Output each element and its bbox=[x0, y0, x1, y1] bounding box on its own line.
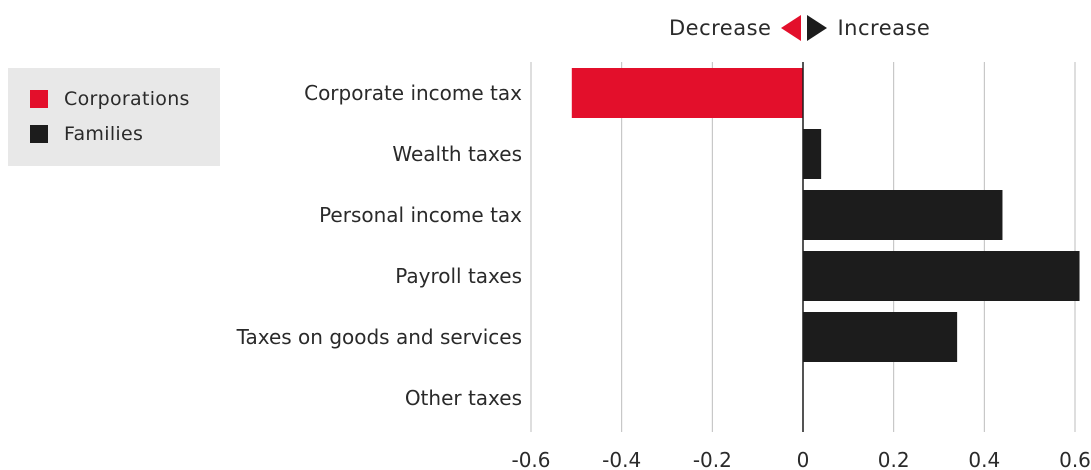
x-tick-label: 0 bbox=[797, 448, 810, 470]
legend: Corporations Families bbox=[8, 68, 220, 166]
bar bbox=[803, 190, 1003, 240]
corporations-swatch bbox=[30, 90, 48, 108]
category-label: Payroll taxes bbox=[395, 264, 522, 288]
legend-label: Corporations bbox=[64, 88, 190, 110]
x-tick-label: 0.2 bbox=[878, 448, 910, 470]
legend-label: Families bbox=[64, 123, 144, 145]
bar bbox=[571, 68, 803, 118]
increase-label: Increase bbox=[837, 16, 931, 40]
category-label: Personal income tax bbox=[319, 203, 522, 227]
x-tick-label: -0.2 bbox=[693, 448, 732, 470]
bar bbox=[803, 251, 1080, 301]
legend-item-families: Families bbox=[30, 122, 143, 146]
category-label: Corporate income tax bbox=[304, 81, 522, 105]
x-tick-label: -0.4 bbox=[602, 448, 641, 470]
bar bbox=[803, 312, 958, 362]
direction-header: Decrease Increase bbox=[669, 12, 930, 44]
direction-arrows-icon bbox=[781, 15, 828, 41]
category-label: Taxes on goods and services bbox=[236, 325, 522, 349]
legend-item-corporations: Corporations bbox=[30, 87, 190, 111]
x-tick-label: 0.6 bbox=[1059, 448, 1091, 470]
families-swatch bbox=[30, 125, 48, 143]
category-label: Other taxes bbox=[405, 386, 522, 410]
x-tick-label: 0.4 bbox=[968, 448, 1000, 470]
bar bbox=[803, 129, 822, 179]
decrease-label: Decrease bbox=[669, 16, 772, 40]
decrease-arrow-icon bbox=[781, 15, 802, 41]
category-label: Wealth taxes bbox=[392, 142, 522, 166]
increase-arrow-icon bbox=[807, 15, 828, 41]
x-tick-label: -0.6 bbox=[511, 448, 550, 470]
